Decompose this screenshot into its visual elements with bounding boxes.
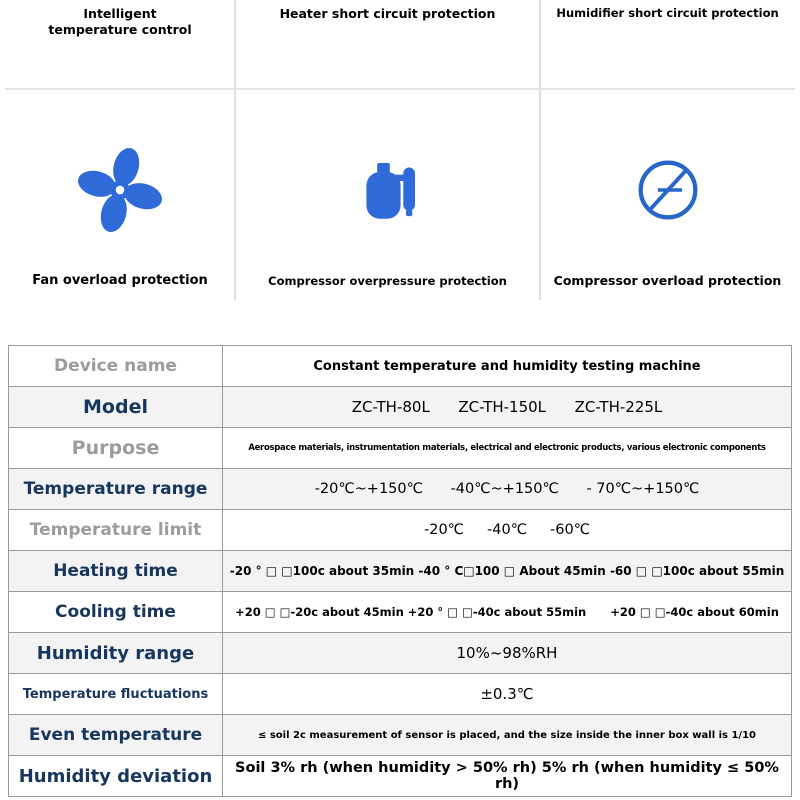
row-label: Humidity range [9, 633, 223, 673]
row-value: ±0.3℃ [480, 685, 534, 703]
horizontal-divider [5, 88, 795, 90]
fan-icon [72, 138, 168, 242]
feature-title: Humidifier short circuit protection [556, 6, 779, 20]
row-model: Model ZC-TH-80L ZC-TH-150L ZC-TH-225L [9, 387, 791, 428]
feature-caption: Compressor overpressure protection [268, 274, 507, 288]
feature-title-wrap: Intelligent temperature control [40, 0, 200, 88]
row-value: +20 □ □-20c about 45min +20 ° □ □-40c ab… [235, 605, 779, 619]
row-label: Device name [9, 346, 223, 386]
vertical-divider [234, 0, 236, 300]
row-value: -20℃ -40℃ -60℃ [424, 522, 590, 538]
vertical-divider [539, 0, 541, 300]
spec-table: Device name Constant temperature and hum… [8, 345, 792, 797]
feature-title-wrap: Humidifier short circuit protection [556, 0, 778, 88]
row-temperature-range: Temperature range -20℃~+150℃ -40℃~+150℃ … [9, 469, 791, 510]
feature-title: Heater short circuit protection [279, 6, 496, 21]
feature-caption: Fan overload protection [32, 273, 208, 288]
row-even-temperature: Even temperature ≤ soil 2c measurement o… [9, 715, 791, 756]
feature-card-fan: Intelligent temperature control Fan over… [5, 0, 235, 300]
row-heating-time: Heating time -20 ° □ □100c about 35min -… [9, 551, 791, 592]
row-label: Model [9, 387, 223, 427]
feature-body: Compressor overload protection [540, 88, 795, 300]
row-cooling-time: Cooling time +20 □ □-20c about 45min +20… [9, 592, 791, 633]
row-value: -20℃~+150℃ -40℃~+150℃ - 70℃~+150℃ [314, 481, 700, 497]
row-label: Temperature range [9, 469, 223, 509]
row-value: Soil 3% rh (when humidity > 50% rh) 5% r… [235, 760, 784, 792]
no-sign-icon [629, 138, 707, 242]
feature-caption: Compressor overload protection [553, 273, 782, 288]
row-value: Constant temperature and humidity testin… [313, 358, 701, 374]
feature-body: Fan overload protection [5, 88, 235, 300]
feature-grid: Intelligent temperature control Fan over… [5, 0, 795, 300]
feature-title-wrap: Heater short circuit protection [280, 0, 496, 88]
row-value: ≤ soil 2c measurement of sensor is place… [257, 729, 757, 741]
feature-title: Intelligent temperature control [48, 6, 192, 37]
row-value: ZC-TH-80L ZC-TH-150L ZC-TH-225L [351, 398, 663, 416]
row-label: Heating time [9, 551, 223, 591]
row-label: Temperature fluctuations [9, 674, 223, 714]
row-value: Aerospace materials, instrumentation mat… [248, 443, 766, 453]
row-label: Even temperature [9, 715, 223, 755]
row-value: 10%~98%RH [456, 644, 558, 662]
feature-body: Compressor overpressure protection [235, 88, 540, 300]
feature-card-compressor: Heater short circuit protection Compress… [235, 0, 540, 300]
row-value: -20 ° □ □100c about 35min -40 ° C□100 □ … [229, 564, 785, 578]
row-label: Humidity deviation [9, 756, 223, 796]
row-label: Purpose [9, 428, 223, 468]
row-purpose: Purpose Aerospace materials, instrumenta… [9, 428, 791, 469]
row-humidity-range: Humidity range 10%~98%RH [9, 633, 791, 674]
row-humidity-deviation: Humidity deviation Soil 3% rh (when humi… [9, 756, 791, 796]
compressor-icon [343, 138, 433, 242]
row-temperature-fluctuations: Temperature fluctuations ±0.3℃ [9, 674, 791, 715]
feature-card-no-sign: Humidifier short circuit protection Comp… [540, 0, 795, 300]
row-label: Temperature limit [9, 510, 223, 550]
row-temperature-limit: Temperature limit -20℃ -40℃ -60℃ [9, 510, 791, 551]
row-device-name: Device name Constant temperature and hum… [9, 346, 791, 387]
row-label: Cooling time [9, 592, 223, 632]
